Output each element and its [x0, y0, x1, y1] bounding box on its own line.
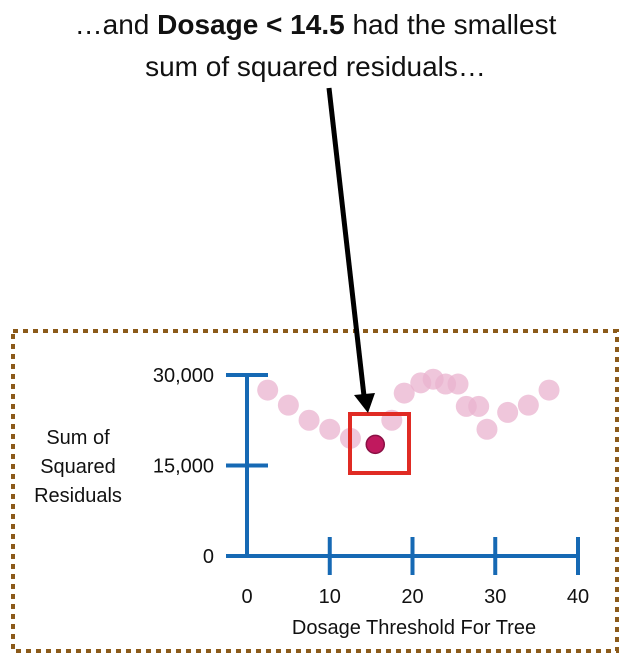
data-point — [517, 394, 539, 416]
y-tick-label: 30,000 — [153, 365, 214, 387]
x-tick-label: 20 — [401, 586, 423, 608]
caption-prefix: …and — [74, 9, 158, 40]
data-point — [497, 401, 519, 423]
y-tick-label: 0 — [203, 546, 214, 568]
x-tick-label: 30 — [484, 586, 506, 608]
x-tick-label: 10 — [319, 586, 341, 608]
x-tick-label: 40 — [567, 586, 589, 608]
x-tick-labels: 0 10 20 30 40 — [241, 586, 589, 608]
caption-line-1: …and Dosage < 14.5 had the smallest — [0, 4, 631, 46]
data-point — [447, 373, 469, 395]
data-point — [393, 382, 415, 404]
arrow-shaft — [326, 87, 367, 397]
data-point — [277, 394, 299, 416]
y-tick-marks — [226, 373, 268, 558]
x-axis-label: Dosage Threshold For Tree — [292, 617, 536, 639]
data-point — [468, 395, 490, 417]
highlight-point — [365, 434, 386, 455]
y-axis-label-line: Squared — [40, 456, 116, 478]
x-tick-marks — [327, 537, 580, 575]
data-point — [298, 409, 320, 431]
x-tick-label: 0 — [241, 586, 252, 608]
y-axis-label-line: Sum of — [46, 427, 110, 449]
data-point — [476, 418, 498, 440]
y-tick-labels: 0 15,000 30,000 — [153, 365, 214, 568]
caption-bold-threshold: Dosage < 14.5 — [157, 9, 345, 40]
y-axis-label-line: Residuals — [34, 485, 122, 507]
y-tick-label: 15,000 — [153, 456, 214, 478]
points-layer — [257, 368, 560, 449]
caption: …and Dosage < 14.5 had the smallest sum … — [0, 4, 631, 88]
y-axis-label: Sum of Squared Residuals — [34, 427, 122, 507]
caption-suffix: had the smallest — [344, 9, 557, 40]
data-point — [257, 379, 279, 401]
dotted-frame — [11, 329, 619, 653]
highlight-box — [348, 412, 411, 475]
caption-line-2: sum of squared residuals… — [145, 51, 486, 82]
data-point — [319, 418, 341, 440]
arrow-head — [354, 393, 375, 413]
data-point — [538, 379, 560, 401]
